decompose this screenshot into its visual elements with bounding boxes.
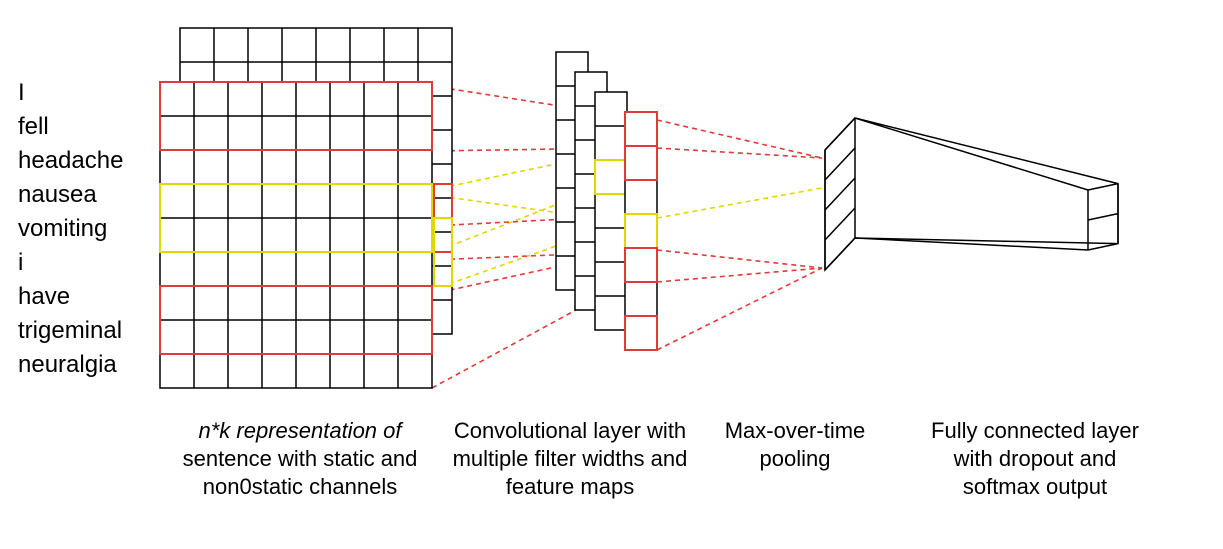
- input-word: have: [18, 283, 70, 310]
- captions: n*k representation of sentence with stati…: [183, 418, 1139, 499]
- caption-line: pooling: [760, 446, 831, 471]
- input-word: i: [18, 249, 23, 276]
- cnn-diagram: Ifell headache nausea vomiting i have trigemin…: [0, 0, 1223, 549]
- input-word: vomiting: [18, 215, 107, 242]
- feature-map-column: [625, 112, 657, 350]
- input-words: Ifell headache nausea vomiting i have trigemin…: [18, 79, 123, 378]
- feature-map-column: [595, 92, 627, 330]
- caption-line: softmax output: [963, 474, 1107, 499]
- caption-line: sentence with static and: [183, 446, 418, 471]
- input-word: trigeminal: [18, 317, 122, 344]
- input-word: fell: [18, 113, 49, 140]
- caption-line: Convolutional layer with: [454, 418, 686, 443]
- input-word: neuralgia: [18, 351, 117, 378]
- caption-line: Fully connected layer: [931, 418, 1139, 443]
- caption-line: Max-over-time: [725, 418, 866, 443]
- pooling-fc-block: [825, 118, 1118, 270]
- input-word: nausea: [18, 181, 97, 208]
- caption-line: multiple filter widths and: [453, 446, 688, 471]
- input-grid-block: [160, 28, 452, 388]
- input-word: I: [18, 79, 25, 106]
- conv-columns: [556, 52, 657, 350]
- caption-line: with dropout and: [953, 446, 1117, 471]
- caption-line: non0static channels: [203, 474, 397, 499]
- caption-line: feature maps: [506, 474, 634, 499]
- caption-line: n*k representation of: [198, 418, 404, 443]
- input-word: headache: [18, 147, 123, 174]
